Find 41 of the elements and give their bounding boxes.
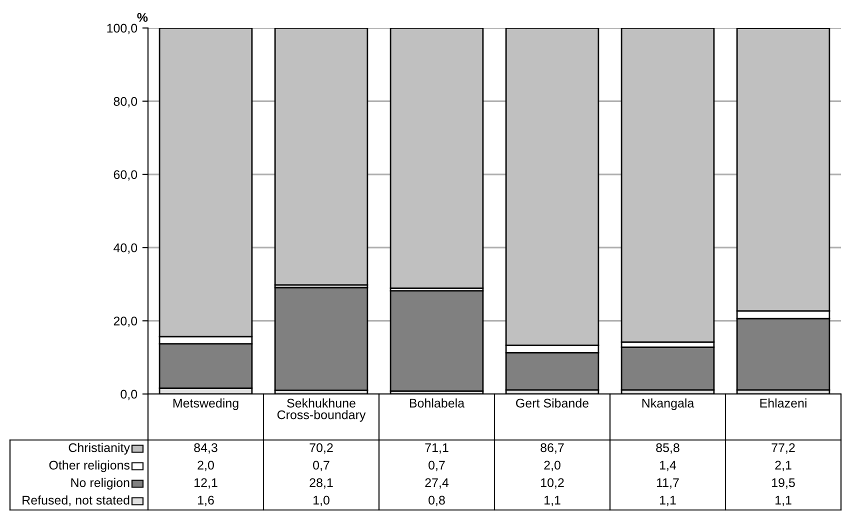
data-label: 10,2 (541, 478, 564, 489)
x-tick-label: Sekhukhune Cross-boundary (277, 398, 366, 422)
data-label: 1,6 (198, 496, 214, 506)
data-label: 2,1 (775, 460, 792, 472)
x-tick-label: Metsweding (173, 398, 238, 410)
y-tick-label: 0,0 (120, 390, 138, 400)
data-label: 71,1 (425, 443, 448, 454)
data-label: 19,5 (772, 478, 795, 489)
data-label: 86,7 (540, 443, 564, 454)
data-label: 85,8 (656, 443, 680, 454)
data-label: 27,4 (425, 478, 449, 489)
x-tick-label: Nkangala (642, 398, 694, 410)
data-label: 0,7 (313, 460, 330, 472)
x-tick-label: Ehlazeni (760, 398, 806, 408)
y-tick-label: 60,0 (114, 170, 138, 181)
x-tick-label: Bohlabela (410, 398, 465, 408)
data-label: 1,4 (660, 460, 676, 472)
legend-label: Christianity (68, 442, 130, 455)
data-label: 28,1 (310, 478, 333, 489)
data-label: 77,2 (772, 443, 795, 454)
data-label: 1,0 (314, 496, 330, 506)
y-tick-label: 100,0 (107, 24, 138, 34)
data-label: 70,2 (310, 443, 333, 454)
legend-label: No religion (71, 478, 130, 490)
legend-label: Other religions (49, 460, 130, 472)
data-label: 11,7 (657, 478, 679, 489)
data-label: 1,1 (660, 496, 676, 506)
x-tick-label: Gert Sibande (516, 398, 589, 408)
legend-label: Refused, not stated (22, 495, 130, 506)
data-label: 0,8 (428, 496, 445, 506)
data-label: 1,1 (776, 496, 792, 506)
y-tick-label: 20,0 (114, 316, 138, 327)
y-axis-title: % (137, 13, 148, 22)
y-tick-label: 40,0 (114, 243, 138, 254)
data-label: 84,3 (194, 443, 218, 454)
data-label: 12,1 (194, 478, 218, 489)
y-tick-label: 80,0 (114, 97, 138, 108)
data-label: 1,1 (544, 496, 560, 506)
data-label: 2,0 (198, 460, 214, 472)
data-label: 2,0 (544, 460, 560, 472)
data-label: 0,7 (428, 460, 445, 472)
